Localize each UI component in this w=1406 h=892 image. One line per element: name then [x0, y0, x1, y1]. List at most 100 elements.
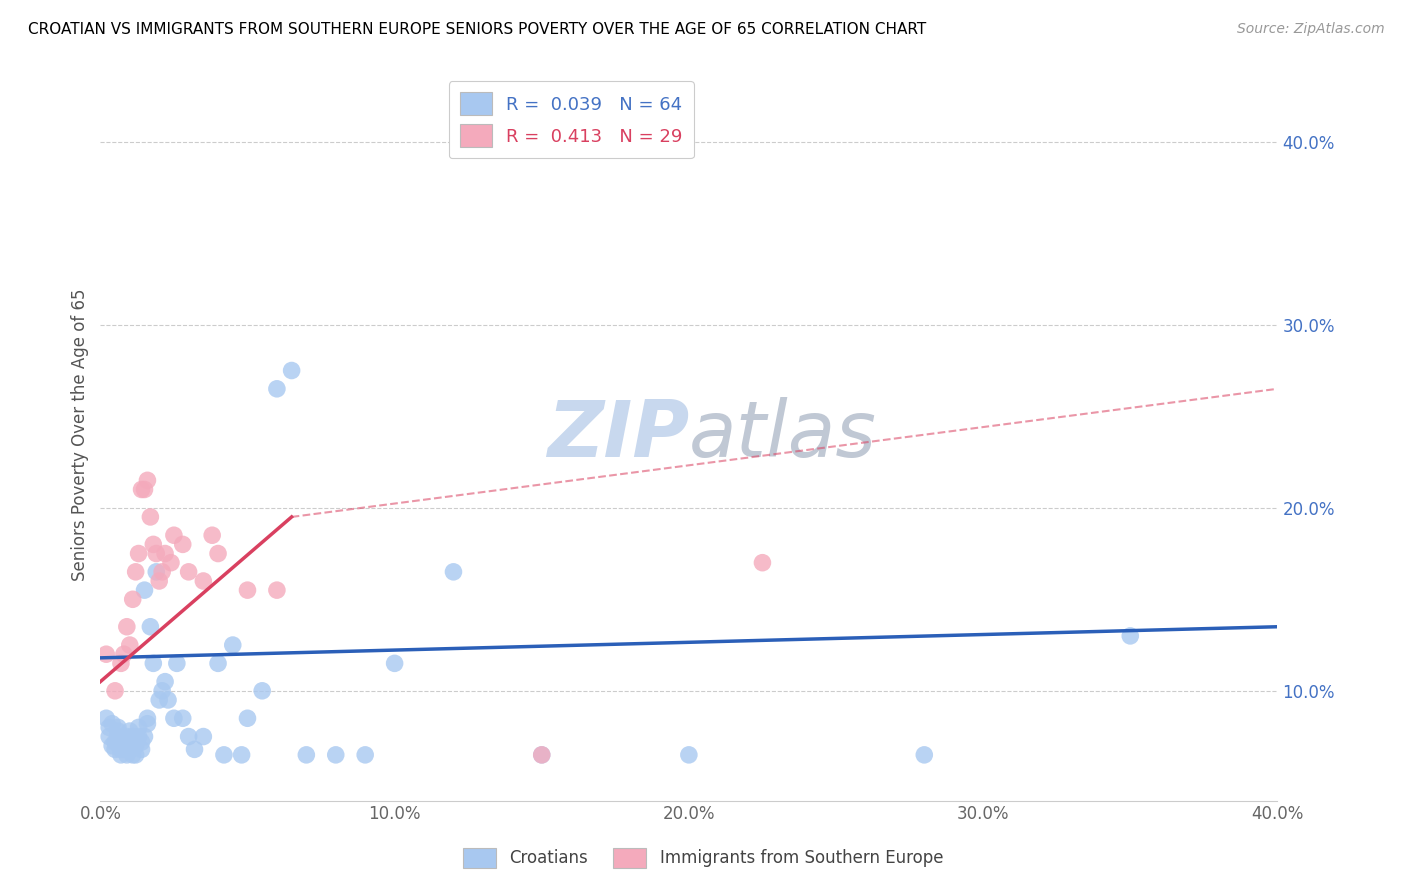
- Point: [107, 720, 129, 734]
- Point: [177, 730, 200, 744]
- Point: [112, 742, 135, 756]
- Point: [118, 735, 141, 749]
- Point: [136, 716, 159, 731]
- Point: [118, 742, 141, 756]
- Text: atlas: atlas: [689, 397, 877, 473]
- Point: [142, 537, 165, 551]
- Point: [134, 483, 156, 497]
- Point: [101, 716, 124, 731]
- Text: Source: ZipAtlas.com: Source: ZipAtlas.com: [1237, 22, 1385, 37]
- Point: [678, 747, 700, 762]
- Point: [266, 382, 288, 396]
- Point: [104, 742, 127, 756]
- Point: [1119, 629, 1142, 643]
- Point: [530, 747, 553, 762]
- Point: [250, 683, 273, 698]
- Point: [121, 730, 143, 744]
- Point: [193, 574, 215, 588]
- Point: [236, 711, 259, 725]
- Point: [112, 739, 135, 753]
- Point: [124, 747, 146, 762]
- Point: [107, 724, 129, 739]
- Point: [354, 747, 377, 762]
- Point: [207, 657, 229, 671]
- Point: [153, 674, 176, 689]
- Point: [163, 711, 186, 725]
- Point: [177, 565, 200, 579]
- Point: [231, 747, 253, 762]
- Point: [131, 742, 153, 756]
- Point: [134, 730, 156, 744]
- Point: [166, 657, 188, 671]
- Point: [128, 730, 150, 744]
- Point: [160, 556, 183, 570]
- Point: [384, 657, 406, 671]
- Point: [104, 735, 127, 749]
- Point: [207, 547, 229, 561]
- Point: [912, 747, 935, 762]
- Point: [136, 473, 159, 487]
- Point: [172, 537, 194, 551]
- Point: [131, 483, 153, 497]
- Point: [139, 510, 162, 524]
- Point: [153, 547, 176, 561]
- Point: [134, 583, 156, 598]
- Point: [121, 747, 143, 762]
- Point: [163, 528, 186, 542]
- Point: [295, 747, 318, 762]
- Text: ZIP: ZIP: [547, 397, 689, 473]
- Point: [530, 747, 553, 762]
- Point: [128, 547, 150, 561]
- Point: [150, 683, 173, 698]
- Point: [142, 657, 165, 671]
- Point: [145, 565, 167, 579]
- Point: [266, 583, 288, 598]
- Point: [201, 528, 224, 542]
- Y-axis label: Seniors Poverty Over the Age of 65: Seniors Poverty Over the Age of 65: [72, 288, 89, 581]
- Point: [751, 556, 773, 570]
- Point: [112, 735, 135, 749]
- Point: [115, 620, 138, 634]
- Legend: R =  0.039   N = 64, R =  0.413   N = 29: R = 0.039 N = 64, R = 0.413 N = 29: [449, 81, 693, 158]
- Point: [148, 574, 170, 588]
- Point: [110, 742, 132, 756]
- Point: [128, 720, 150, 734]
- Point: [193, 730, 215, 744]
- Point: [115, 739, 138, 753]
- Point: [96, 711, 118, 725]
- Point: [236, 583, 259, 598]
- Point: [139, 620, 162, 634]
- Point: [124, 735, 146, 749]
- Point: [124, 739, 146, 753]
- Point: [118, 638, 141, 652]
- Point: [110, 657, 132, 671]
- Point: [98, 720, 121, 734]
- Point: [183, 742, 205, 756]
- Point: [115, 730, 138, 744]
- Point: [212, 747, 235, 762]
- Point: [443, 565, 465, 579]
- Point: [222, 638, 245, 652]
- Legend: Croatians, Immigrants from Southern Europe: Croatians, Immigrants from Southern Euro…: [456, 841, 950, 875]
- Point: [136, 711, 159, 725]
- Point: [157, 693, 180, 707]
- Point: [104, 683, 127, 698]
- Point: [280, 363, 302, 377]
- Point: [325, 747, 347, 762]
- Point: [96, 647, 118, 661]
- Point: [131, 735, 153, 749]
- Point: [112, 647, 135, 661]
- Point: [101, 739, 124, 753]
- Point: [118, 724, 141, 739]
- Point: [121, 592, 143, 607]
- Point: [148, 693, 170, 707]
- Point: [98, 730, 121, 744]
- Point: [150, 565, 173, 579]
- Point: [124, 565, 146, 579]
- Point: [115, 747, 138, 762]
- Point: [110, 747, 132, 762]
- Point: [107, 730, 129, 744]
- Text: CROATIAN VS IMMIGRANTS FROM SOUTHERN EUROPE SENIORS POVERTY OVER THE AGE OF 65 C: CROATIAN VS IMMIGRANTS FROM SOUTHERN EUR…: [28, 22, 927, 37]
- Point: [172, 711, 194, 725]
- Point: [145, 547, 167, 561]
